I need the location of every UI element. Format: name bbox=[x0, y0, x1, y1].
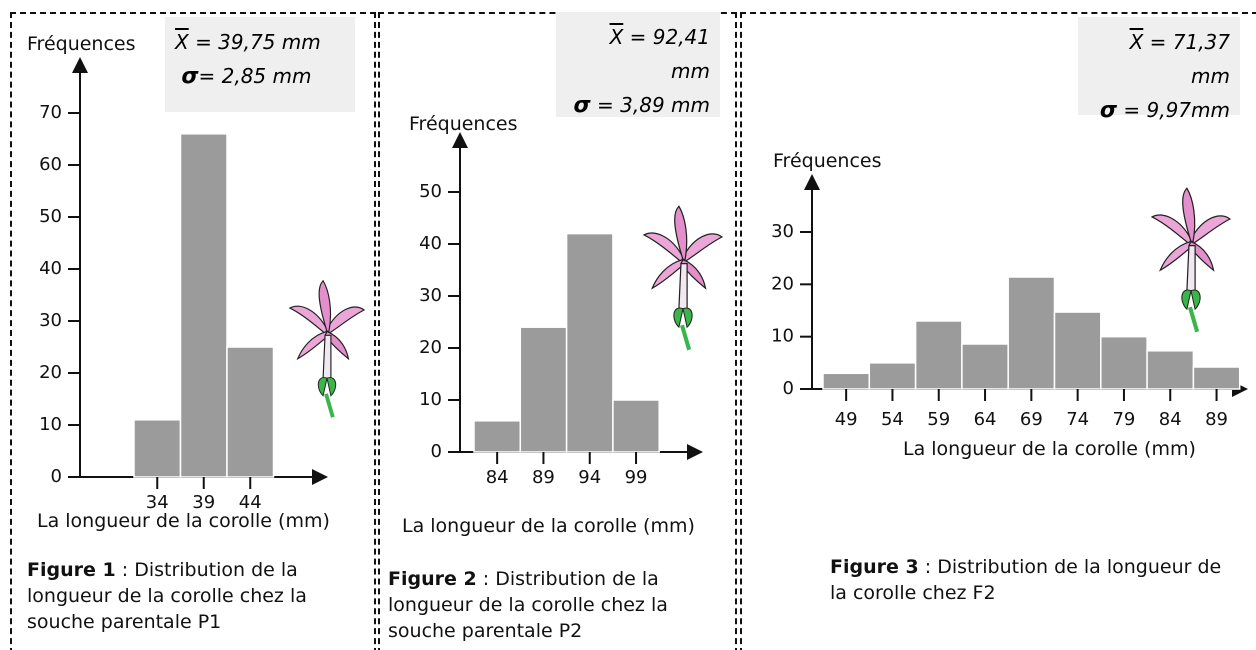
mean-symbol: X bbox=[175, 30, 189, 54]
sd-symbol: σ bbox=[573, 93, 591, 118]
bar bbox=[1053, 311, 1102, 390]
panel-border bbox=[740, 12, 1256, 650]
stats-box: X = 92,41 mm σ = 3,89 mm bbox=[556, 12, 720, 118]
sd-symbol: σ bbox=[181, 64, 199, 89]
y-tick-label: 60 bbox=[39, 154, 62, 175]
y-axis-label: Fréquences bbox=[27, 33, 136, 55]
y-tick-label: 30 bbox=[39, 310, 62, 331]
x-tick-label: 84 bbox=[486, 467, 509, 488]
y-axis-label: Fréquences bbox=[409, 113, 518, 135]
y-tick-label: 30 bbox=[771, 221, 794, 242]
y-tick-label: 0 bbox=[431, 441, 442, 462]
mean: = 39,75 mm bbox=[195, 30, 321, 54]
x-axis-label: La longueur de la corolle (mm) bbox=[903, 438, 1196, 460]
bar bbox=[1100, 335, 1148, 390]
x-tick-label: 39 bbox=[192, 492, 215, 513]
x-tick-label: 69 bbox=[1020, 409, 1043, 430]
y-tick-label: 40 bbox=[419, 233, 442, 254]
mean: = 71,37 mm bbox=[1149, 30, 1230, 88]
stats-box: X = 71,37 mm σ = 9,97mm bbox=[1078, 17, 1240, 123]
y-axis-label: Fréquences bbox=[773, 150, 882, 172]
stats-box: X = 39,75 mm σ= 2,85 mm bbox=[165, 17, 355, 112]
caption-label: Figure 3 bbox=[830, 556, 919, 578]
y-tick-label: 20 bbox=[771, 273, 794, 294]
caption-text: : Distribution de la longueur de la coro… bbox=[27, 559, 307, 633]
y-tick-label: 50 bbox=[419, 181, 442, 202]
bar bbox=[133, 419, 182, 478]
y-tick-label: 40 bbox=[39, 258, 62, 279]
y-tick-label: 10 bbox=[419, 389, 442, 410]
sd: = 9,97mm bbox=[1123, 98, 1230, 122]
sd: = 3,89 mm bbox=[597, 93, 710, 117]
bar bbox=[519, 326, 568, 453]
y-tick-label: 0 bbox=[783, 378, 794, 399]
x-tick-label: 34 bbox=[146, 492, 169, 513]
x-tick-label: 59 bbox=[927, 409, 950, 430]
flower-illustration bbox=[1152, 188, 1230, 332]
caption: Figure 1 : Distribution de la longueur d… bbox=[27, 557, 352, 635]
bar bbox=[473, 420, 522, 453]
sd-symbol: σ bbox=[1099, 98, 1118, 123]
bar bbox=[914, 320, 963, 390]
y-tick-label: 20 bbox=[39, 362, 62, 383]
x-tick-label: 49 bbox=[835, 409, 858, 430]
y-tick-label: 20 bbox=[419, 337, 442, 358]
x-tick-label: 99 bbox=[625, 467, 648, 488]
panel-border bbox=[10, 12, 376, 650]
bar bbox=[868, 362, 917, 390]
y-tick-label: 50 bbox=[39, 206, 62, 227]
bar bbox=[1146, 350, 1195, 390]
caption-label: Figure 1 bbox=[27, 559, 116, 581]
bar bbox=[1192, 366, 1241, 390]
x-tick-label: 74 bbox=[1066, 409, 1089, 430]
caption: Figure 3 : Distribution de la longueur d… bbox=[830, 554, 1230, 606]
mean: = 92,41 mm bbox=[629, 25, 710, 83]
y-tick-label: 10 bbox=[771, 326, 794, 347]
bar bbox=[565, 232, 614, 453]
y-tick-label: 70 bbox=[39, 102, 62, 123]
x-tick-label: 94 bbox=[578, 467, 601, 488]
y-tick-label: 0 bbox=[51, 466, 62, 487]
bar bbox=[822, 372, 871, 390]
caption-text: : Distribution de la longueur de la coro… bbox=[388, 568, 668, 642]
x-tick-label: 84 bbox=[1159, 409, 1182, 430]
caption-text: : Distribution de la longueur de la coro… bbox=[830, 556, 1222, 604]
x-tick-label: 89 bbox=[1205, 409, 1228, 430]
bar bbox=[961, 343, 1009, 390]
bar bbox=[1007, 276, 1056, 390]
x-axis-label: La longueur de la corolle (mm) bbox=[402, 515, 695, 537]
caption: Figure 2 : Distribution de la longueur d… bbox=[388, 566, 708, 644]
y-tick-label: 30 bbox=[419, 285, 442, 306]
caption-label: Figure 2 bbox=[388, 568, 477, 590]
mean-symbol: X bbox=[609, 25, 624, 49]
x-axis-label: La longueur de la corolle (mm) bbox=[37, 510, 330, 532]
x-tick-label: 89 bbox=[532, 467, 555, 488]
x-tick-label: 44 bbox=[239, 492, 262, 513]
x-tick-label: 79 bbox=[1112, 409, 1135, 430]
sd: = 2,85 mm bbox=[198, 64, 312, 88]
bar bbox=[612, 399, 660, 453]
flower-illustration bbox=[644, 206, 722, 350]
bar bbox=[226, 346, 275, 478]
x-tick-label: 54 bbox=[881, 409, 904, 430]
x-tick-label: 64 bbox=[974, 409, 997, 430]
flower-illustration bbox=[288, 280, 366, 418]
y-tick-label: 10 bbox=[39, 414, 62, 435]
bar bbox=[179, 133, 228, 478]
mean-symbol: X bbox=[1129, 30, 1144, 54]
